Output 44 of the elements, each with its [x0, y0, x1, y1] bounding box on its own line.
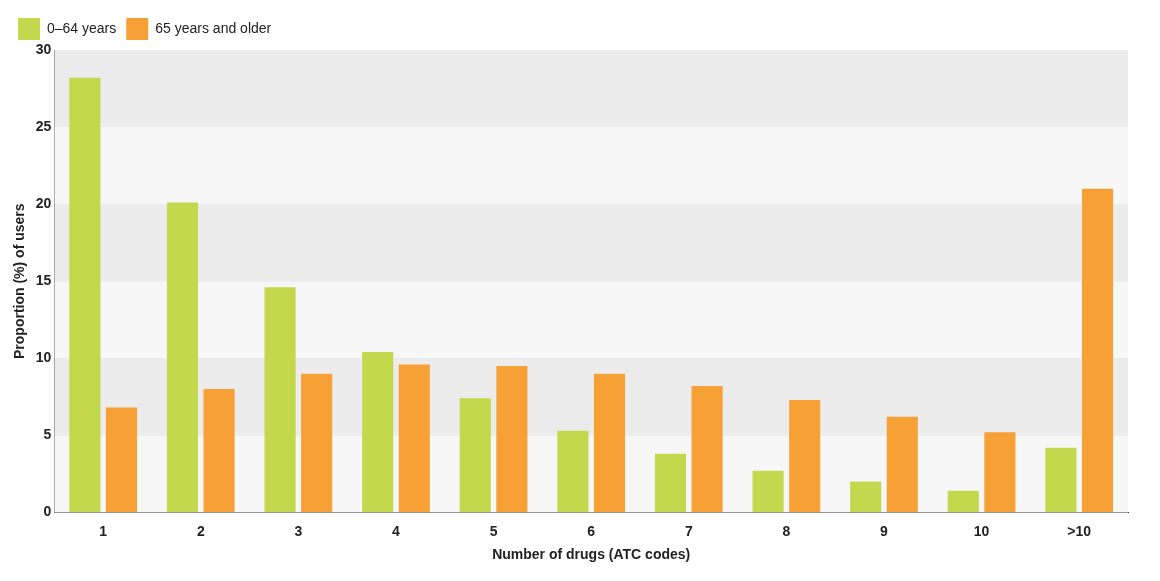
x-tick-label: 9: [880, 522, 889, 539]
bar: [557, 430, 589, 512]
bar: [654, 453, 687, 512]
x-tick-label: >10: [1067, 522, 1092, 539]
legend-label: 0–64 years: [47, 19, 117, 36]
x-tick-label: 1: [99, 522, 108, 539]
x-tick-label: 10: [973, 522, 990, 539]
x-tick-label: 5: [489, 522, 498, 539]
bar: [593, 373, 626, 512]
y-tick-label: 25: [35, 117, 52, 134]
bar: [752, 470, 784, 512]
bar: [984, 432, 1016, 512]
bar: [459, 398, 491, 512]
bar: [789, 399, 821, 512]
bar: [1045, 447, 1077, 512]
bar: [691, 386, 723, 512]
bar: [264, 287, 296, 512]
bar: [850, 481, 882, 512]
bar: [301, 373, 333, 512]
legend-label: 65 years and older: [155, 19, 272, 36]
x-tick-label: 7: [684, 522, 693, 539]
bar: [398, 364, 430, 512]
y-tick-label: 5: [43, 426, 52, 443]
x-axis-title: Number of drugs (ATC codes): [492, 546, 691, 563]
y-axis-title: Proportion (%) of users: [11, 203, 28, 359]
x-tick-label: 3: [294, 522, 303, 539]
bar: [105, 407, 138, 512]
x-tick-label: 8: [782, 522, 791, 539]
bar: [166, 202, 199, 512]
bar: [947, 490, 979, 512]
y-tick-label: 15: [35, 272, 52, 289]
bar: [886, 416, 918, 512]
y-tick-label: 30: [35, 40, 52, 57]
bar: [69, 77, 101, 512]
bar: [496, 365, 528, 512]
x-tick-label: 6: [587, 522, 596, 539]
y-tick-label: 10: [35, 349, 52, 366]
bar: [1081, 188, 1114, 512]
bar: [362, 352, 394, 512]
y-tick-label: 20: [35, 194, 52, 211]
x-tick-label: 2: [196, 522, 205, 539]
x-tick-label: 4: [392, 522, 401, 539]
y-tick-label: 0: [43, 503, 52, 520]
bar: [203, 389, 235, 512]
